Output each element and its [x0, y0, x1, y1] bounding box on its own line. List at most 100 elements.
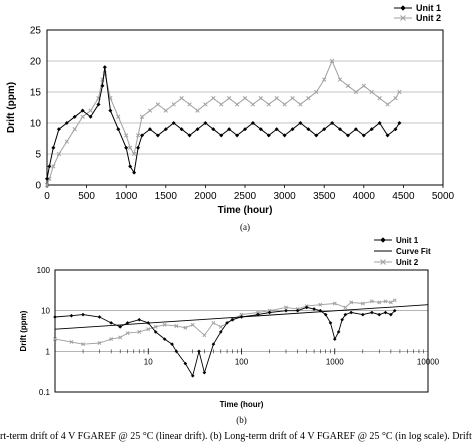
data-point — [392, 298, 397, 303]
data-point — [53, 337, 57, 342]
data-point — [211, 127, 216, 132]
legend-label: Unit 1 — [416, 3, 441, 13]
data-point — [389, 312, 393, 317]
data-point — [202, 333, 207, 338]
chart-a-grid — [47, 29, 443, 186]
data-point — [211, 96, 216, 101]
legend-label: Unit 2 — [416, 13, 441, 23]
x-tick-label: 500 — [78, 191, 95, 202]
data-point — [195, 127, 200, 132]
data-point — [337, 77, 343, 82]
data-point — [211, 320, 216, 325]
data-point — [116, 114, 121, 119]
chart-a-x-axis-label: Time (hour) — [218, 205, 273, 216]
data-point — [69, 313, 74, 318]
data-point — [345, 83, 351, 88]
data-point — [125, 321, 130, 325]
data-point — [242, 96, 248, 101]
series-line — [54, 299, 396, 345]
data-point — [290, 96, 295, 101]
legend-marker — [380, 259, 386, 265]
data-point — [174, 349, 179, 354]
data-point — [96, 102, 101, 107]
data-point — [163, 108, 168, 113]
data-point — [369, 89, 374, 95]
data-point — [218, 330, 223, 334]
data-point — [109, 337, 114, 342]
data-point — [332, 301, 337, 306]
series-unit-2 — [53, 298, 397, 347]
data-point — [190, 322, 195, 327]
data-point — [116, 127, 121, 132]
data-point — [102, 65, 107, 70]
data-point — [328, 321, 333, 325]
data-point — [146, 321, 151, 325]
data-point — [242, 127, 248, 132]
data-point — [174, 324, 179, 328]
x-tick-label: 4500 — [392, 191, 415, 202]
data-point — [385, 102, 390, 107]
data-point — [318, 302, 323, 307]
data-point — [343, 312, 348, 317]
data-point — [353, 127, 358, 132]
chart-b-plot-frame — [54, 269, 429, 393]
data-point — [298, 120, 303, 126]
data-point — [306, 96, 311, 101]
x-tick-label: 2500 — [234, 191, 257, 202]
legend-marker — [380, 237, 386, 243]
data-point — [397, 89, 402, 95]
y-tick-label: 10 — [41, 307, 50, 316]
data-point — [53, 315, 57, 319]
data-point — [100, 83, 105, 88]
data-point — [88, 114, 93, 119]
data-point — [124, 145, 129, 150]
x-tick-label: 1500 — [155, 191, 178, 202]
data-point — [187, 102, 192, 107]
data-point — [124, 133, 129, 138]
data-point — [393, 127, 398, 132]
data-point — [163, 127, 168, 132]
data-point — [128, 164, 133, 169]
data-point — [139, 133, 145, 138]
data-point — [219, 102, 224, 107]
data-point — [274, 127, 279, 132]
data-point — [388, 300, 393, 305]
data-point — [97, 341, 102, 345]
data-point — [332, 337, 337, 341]
data-point — [109, 321, 114, 325]
legend-label: Unit 2 — [396, 258, 419, 267]
data-point — [250, 102, 256, 107]
x-tick-label: 5000 — [432, 191, 455, 202]
legend-item: Unit 2 — [374, 258, 419, 267]
y-tick-label: 1 — [46, 347, 51, 356]
data-point — [306, 127, 311, 132]
data-point — [383, 310, 388, 315]
data-point — [255, 310, 260, 315]
legend-item: Unit 1 — [394, 3, 441, 13]
data-point — [267, 310, 272, 315]
data-point — [179, 96, 184, 101]
data-point — [312, 307, 316, 311]
data-point — [377, 300, 382, 305]
data-point — [385, 133, 390, 138]
data-point — [353, 89, 359, 95]
data-point — [171, 102, 176, 107]
data-point — [162, 322, 167, 327]
data-point — [322, 77, 327, 82]
data-point — [118, 335, 123, 340]
data-point — [284, 305, 288, 310]
data-point — [250, 120, 256, 126]
data-point — [203, 120, 208, 126]
data-point — [97, 315, 102, 319]
y-tick-label: 0.1 — [39, 388, 51, 397]
y-tick-label: 20 — [30, 57, 42, 68]
data-point — [298, 102, 303, 107]
chart-a-y-axis-label: Drift (ppm) — [6, 82, 17, 133]
x-tick-label: 100 — [235, 357, 249, 366]
data-point — [383, 299, 388, 304]
data-point — [239, 315, 244, 319]
chart-a-y-ticks: 0 5 10 15 20 25 — [30, 26, 42, 192]
x-tick-label: 3500 — [313, 191, 336, 202]
